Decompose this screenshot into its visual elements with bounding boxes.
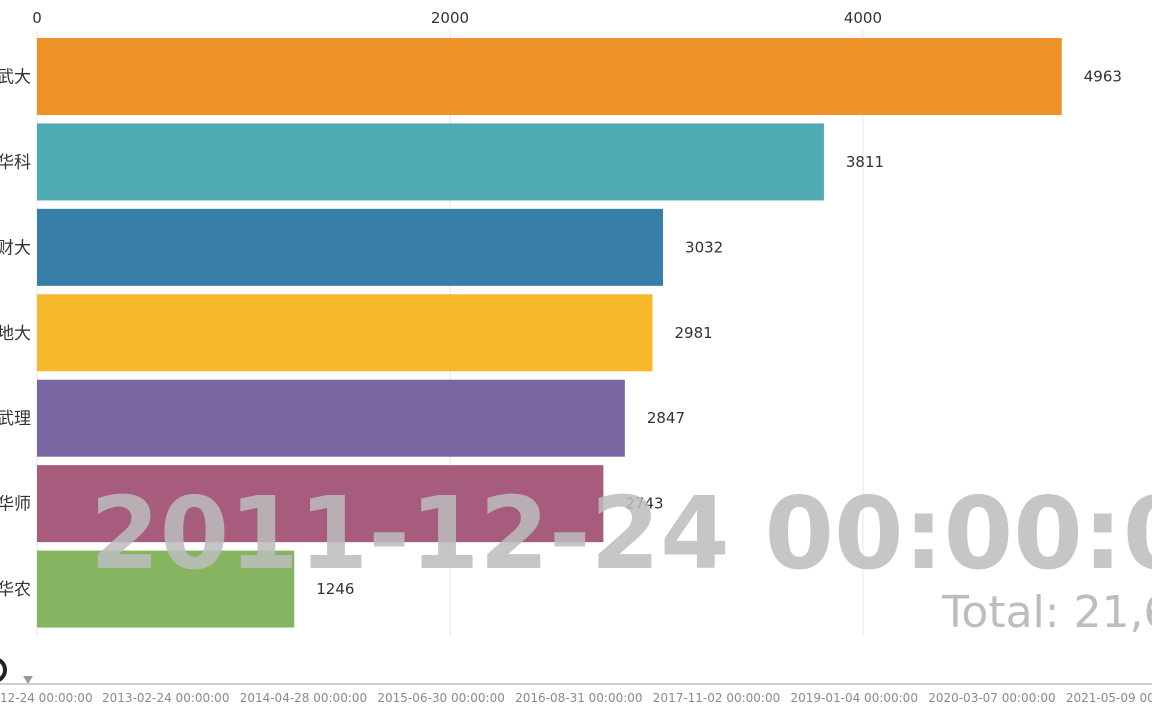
x-axis-ticks: 0 2000 4000 — [32, 9, 882, 27]
value-label: 2981 — [675, 324, 713, 342]
timeline-labels: 12-24 00:00:00 2013-02-24 00:00:00 2014-04… — [0, 691, 1152, 705]
timeline-label: 2017-11-02 00:00:00 — [653, 691, 780, 705]
category-label: 武理 — [0, 409, 31, 429]
timeline-label: 2014-04-28 00:00:00 — [240, 691, 367, 705]
value-label: 1246 — [316, 580, 354, 598]
category-label: 华农 — [0, 580, 31, 600]
x-tick-label: 0 — [32, 9, 42, 27]
bar — [37, 294, 653, 372]
x-tick-label: 2000 — [431, 9, 469, 27]
timeline-label: 2015-06-30 00:00:00 — [377, 691, 504, 705]
value-label: 3032 — [685, 238, 723, 256]
value-label: 3811 — [846, 153, 884, 171]
timeline-label: 2016-08-31 00:00:00 — [515, 691, 642, 705]
category-label: 财大 — [0, 238, 31, 258]
timeline-label: 2013-02-24 00:00:00 — [102, 691, 229, 705]
bar — [37, 208, 664, 286]
total-label: Total: 21,6 — [941, 587, 1152, 638]
bars — [37, 38, 1062, 628]
bar — [37, 379, 625, 457]
bar — [37, 550, 295, 628]
value-label: 2743 — [625, 495, 663, 513]
category-label: 华科 — [0, 153, 31, 173]
value-labels: 4963 3811 3032 2981 2847 2743 1246 — [316, 68, 1122, 599]
category-label: 地大 — [0, 324, 31, 344]
bar — [37, 465, 604, 543]
timeline[interactable]: 12-24 00:00:00 2013-02-24 00:00:00 2014-04… — [0, 658, 1152, 705]
play-icon[interactable] — [0, 658, 7, 682]
bar — [37, 38, 1062, 115]
timeline-label: 2020-03-07 00:00:00 — [928, 691, 1055, 705]
current-date-watermark: 2011-12-24 00:00:00 — [90, 475, 1152, 592]
x-tick-label: 4000 — [844, 9, 882, 27]
bar — [37, 123, 824, 201]
category-label: 武大 — [0, 68, 31, 88]
timeline-label: 2019-01-04 00:00:00 — [791, 691, 918, 705]
timeline-label: 12-24 00:00:00 — [0, 691, 93, 705]
value-label: 2847 — [647, 409, 685, 427]
category-label: 华师 — [0, 495, 31, 515]
triangle-down-icon[interactable] — [23, 676, 33, 684]
timeline-label: 2021-05-09 00 — [1066, 691, 1152, 705]
value-label: 4963 — [1084, 68, 1122, 86]
